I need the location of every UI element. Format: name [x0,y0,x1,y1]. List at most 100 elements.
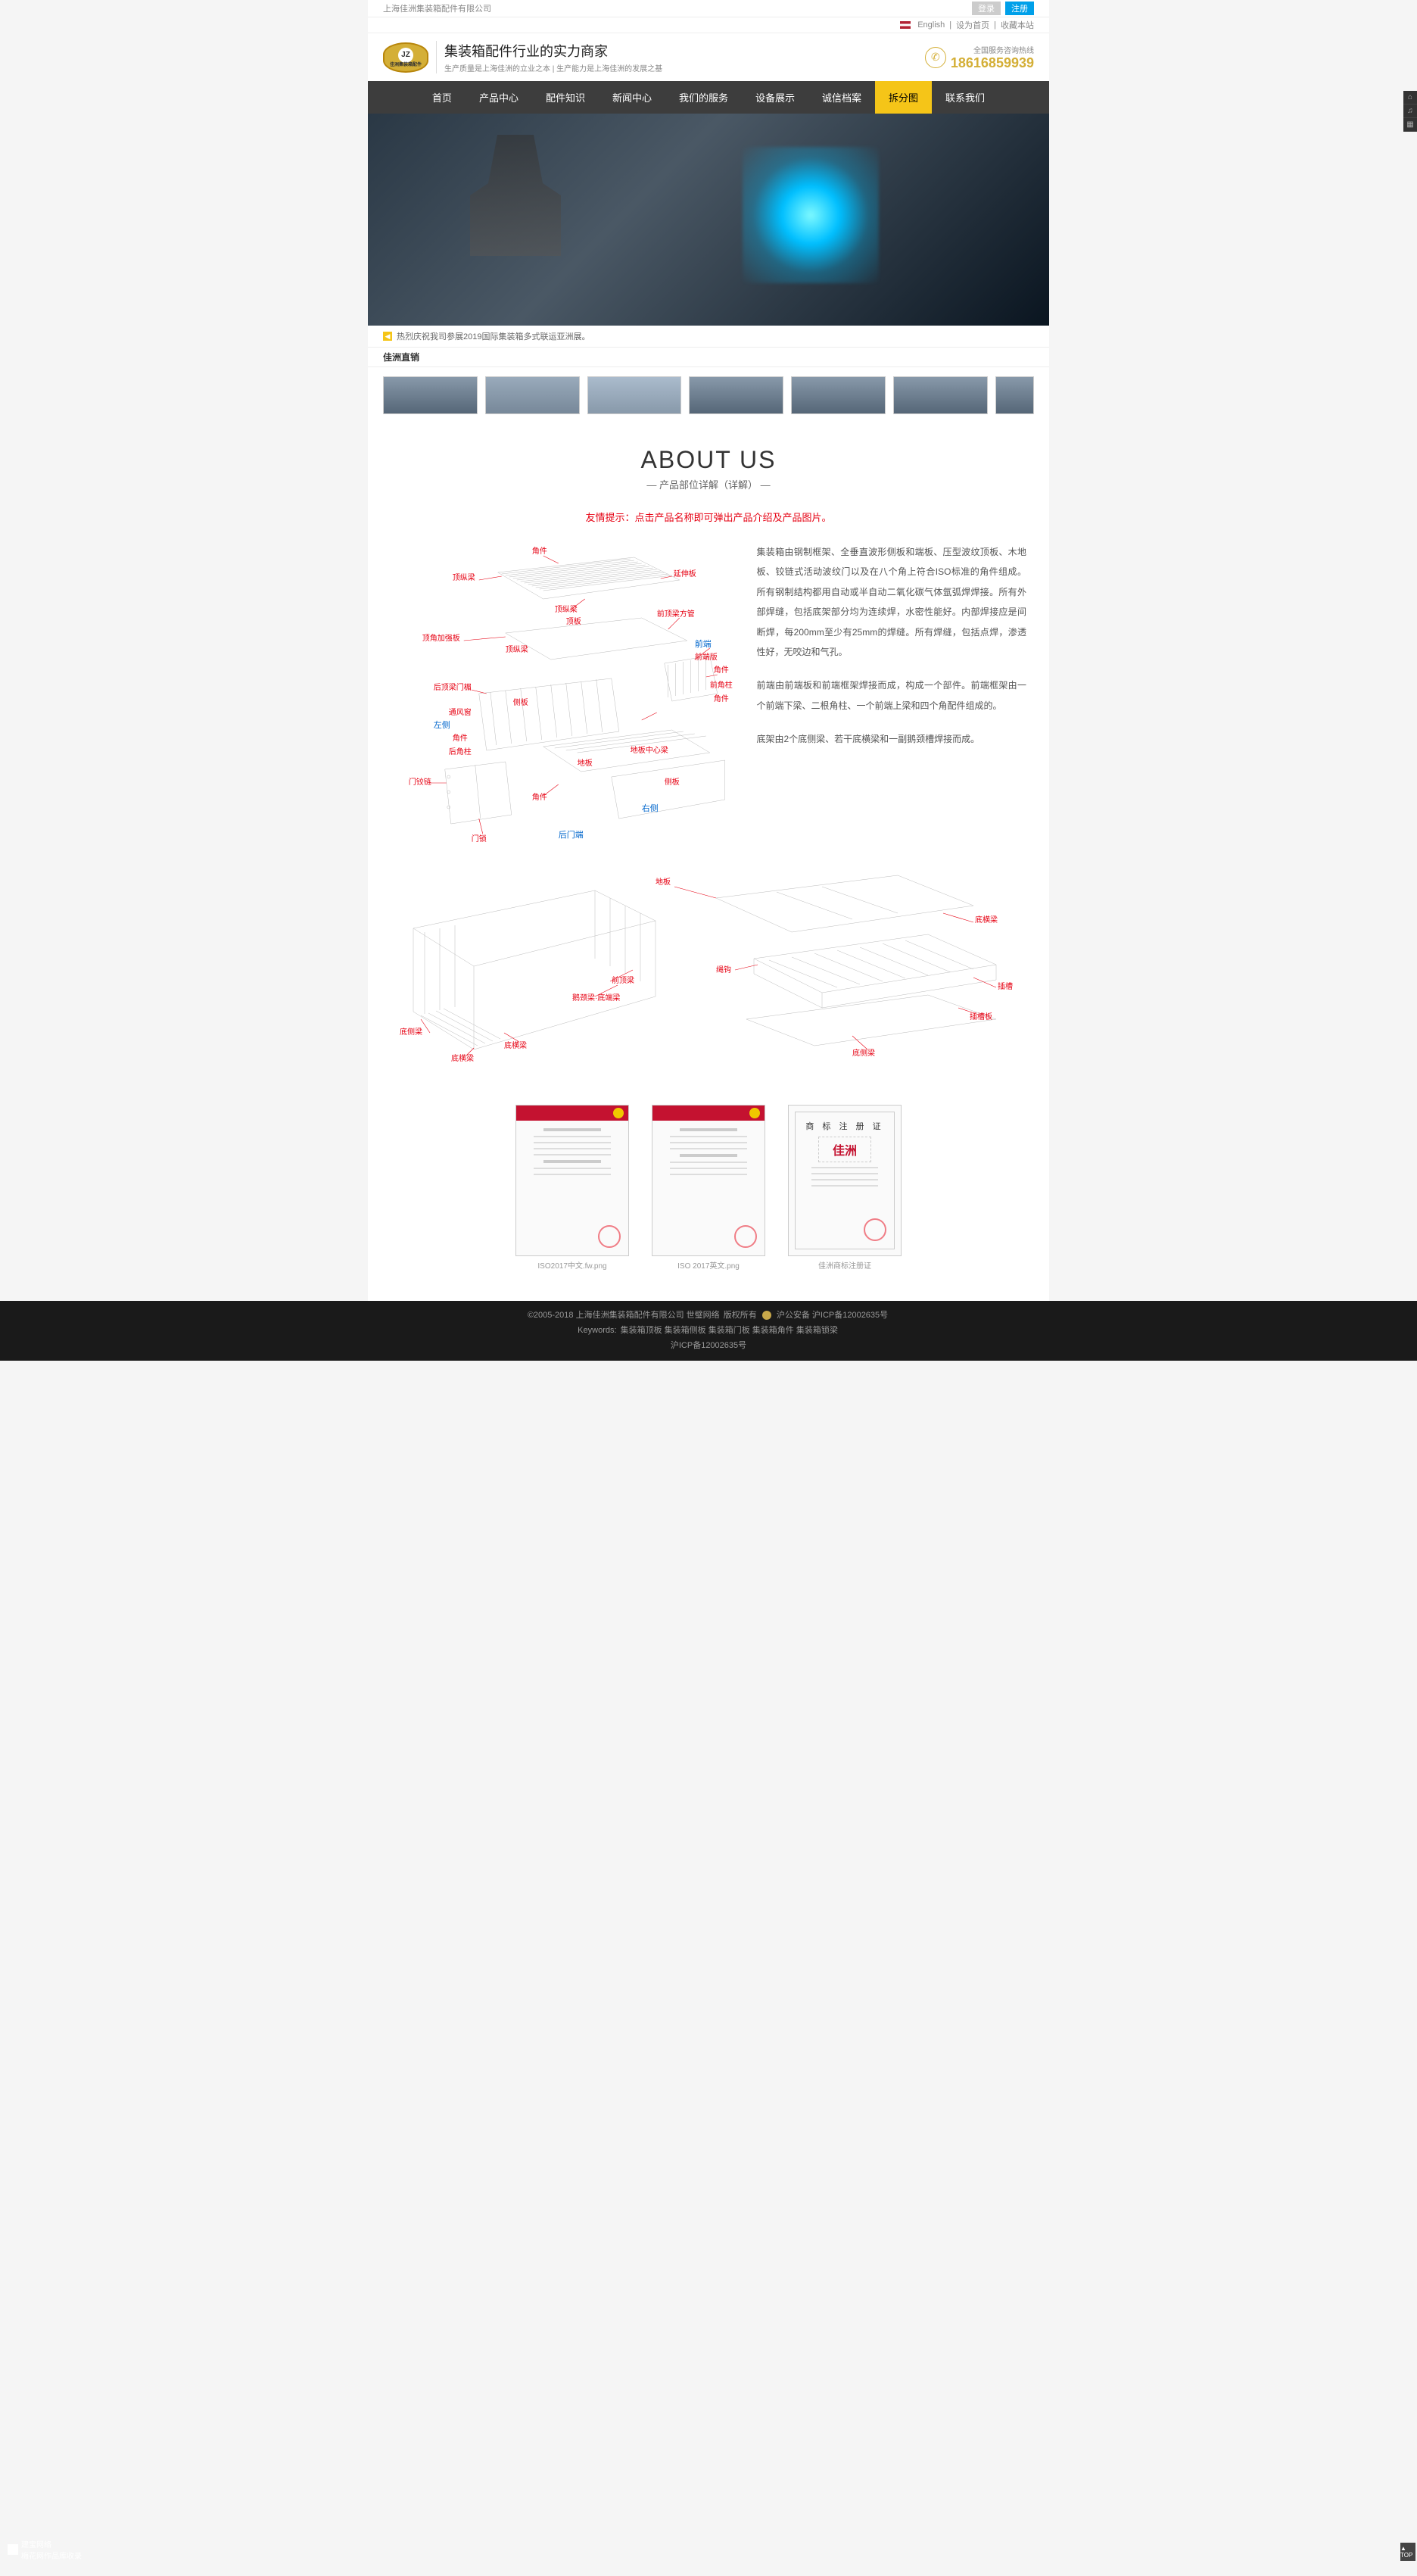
part-label[interactable]: 角件 [714,694,729,703]
hotline-label: 全国服务咨询热线 [951,44,1034,55]
certificate[interactable]: ISO 2017英文.png [652,1105,765,1271]
nav-item[interactable]: 首页 [419,81,466,114]
nav-item[interactable]: 配件知识 [532,81,599,114]
part-label[interactable]: 后角柱 [449,747,472,756]
thumbnail[interactable] [485,376,580,414]
nav-item[interactable]: 我们的服务 [665,81,742,114]
part-label[interactable]: 前顶梁方管 [657,609,695,619]
sethome-link[interactable]: 设为首页 [956,19,989,31]
nav-item[interactable]: 拆分图 [875,81,932,114]
part-label[interactable]: 侧板 [513,697,528,707]
part-label[interactable]: 地板中心梁 [631,745,668,755]
nav-item[interactable]: 产品中心 [466,81,532,114]
part-label[interactable]: 顶角加强板 [422,633,460,643]
section-title: 佳洲直销 [368,348,1049,367]
part-label[interactable]: 底横梁 [451,1053,474,1063]
part-label[interactable]: 角件 [453,734,468,743]
stamp-icon [598,1225,621,1248]
certificates-row: ISO2017中文.fw.png ISO 2017英文.png 商 标 注 册 … [368,1090,1049,1301]
footer-icp[interactable]: 沪ICP备12002635号 [671,1341,746,1350]
part-label[interactable]: 插槽 [998,981,1013,991]
part-label[interactable]: 底侧梁 [400,1027,422,1037]
fav-link[interactable]: 收藏本站 [1001,19,1034,31]
exploded-diagram-2: 地板 底横梁 前顶梁 鹅颈梁·底端梁 绳钩 插槽 底横梁 底侧梁 底横梁 插槽板… [368,868,1049,1090]
company-name: 上海佳洲集装箱配件有限公司 [383,2,491,14]
part-label[interactable]: 顶纵梁 [506,644,528,654]
footer-link[interactable]: 沪公安备 沪ICP备12002635号 [777,1311,888,1320]
topbar: 上海佳洲集装箱配件有限公司 登录 注册 [368,0,1049,17]
nav-item[interactable]: 诚信档案 [808,81,875,114]
part-label[interactable]: 角件 [714,666,729,675]
part-label[interactable]: 顶纵梁 [555,604,578,614]
part-label[interactable]: 通风窗 [449,707,472,717]
part-label[interactable]: 底横梁 [504,1040,527,1050]
thumbnail[interactable] [689,376,783,414]
part-label[interactable]: 顶纵梁 [453,572,475,582]
hint-text: 友情提示：点击产品名称即可弹出产品介绍及产品图片。 [368,499,1049,535]
about-title: ABOUT US [368,446,1049,474]
part-label[interactable]: 角件 [532,547,547,556]
part-label[interactable]: 底横梁 [975,915,998,925]
header: JZ 佳洲集装箱配件 集装箱配件行业的实力商家 生产质量是上海佳洲的立业之本 |… [368,33,1049,81]
nav-item[interactable]: 新闻中心 [599,81,665,114]
cert-caption: ISO2017中文.fw.png [515,1259,629,1271]
hotline-number[interactable]: 18616859939 [951,55,1034,70]
topbar-row2: English | 设为首页 | 收藏本站 [368,17,1049,33]
footer: ©2005-2018 上海佳洲集装箱配件有限公司 世璧网络 版权所有 沪公安备 … [0,1301,1417,1361]
part-label[interactable]: 顶板 [566,616,581,626]
slogan-sub: 生产质量是上海佳洲的立业之本 | 生产能力是上海佳洲的发展之基 [444,62,662,73]
part-label[interactable]: 地板 [656,877,671,887]
part-label[interactable]: 地板 [578,758,593,768]
desc-p1: 集装箱由钢制框架、全垂直波形侧板和端板、压型波纹顶板、木地板、铰链式活动波纹门以… [756,542,1026,662]
part-label[interactable]: 鹅颈梁·底端梁 [572,993,620,1003]
speaker-icon: ◀ [383,332,392,341]
side-icon-qr[interactable]: ▦ [1403,118,1417,132]
thumbnail[interactable] [791,376,886,414]
thumbnail[interactable] [383,376,478,414]
part-label[interactable]: 门铰链 [409,777,431,787]
part-label[interactable]: 插槽板 [970,1012,992,1021]
seal-icon [749,1108,760,1118]
part-label[interactable]: 绳钩 [716,965,731,975]
part-label[interactable]: 前端版 [695,652,718,662]
description: 集装箱由钢制框架、全垂直波形侧板和端板、压型波纹顶板、木地板、铰链式活动波纹门以… [756,542,1026,845]
bottom-left-credit[interactable]: 建宝网络梅花网作品库收录 [8,2538,82,2561]
logo[interactable]: JZ 佳洲集装箱配件 [383,42,428,73]
part-label[interactable]: 左侧 [434,720,450,730]
desc-p2: 前端由前端板和前端框架焊接而成，构成一个部件。前端框架由一个前端下梁、二根角柱、… [756,675,1026,716]
part-label[interactable]: 前角柱 [710,680,733,690]
notice-text[interactable]: 热烈庆祝我司参展2019国际集装箱多式联运亚洲展。 [397,330,590,342]
part-label[interactable]: 底侧梁 [852,1048,875,1058]
part-label[interactable]: 门锁 [472,834,487,844]
thumbnail[interactable] [893,376,988,414]
lang-link[interactable]: English [917,20,945,30]
seal-icon [613,1108,624,1118]
side-icon-home[interactable]: ⌂ [1403,91,1417,104]
hero-banner [368,114,1049,326]
back-to-top-button[interactable]: ▲ TOP [1400,2543,1415,2561]
about-heading: ABOUT US — 产品部位详解（详解） — [368,423,1049,499]
login-button[interactable]: 登录 [972,2,1001,15]
part-label[interactable]: 前顶梁 [612,975,634,985]
thumbnail[interactable] [995,376,1034,414]
desc-p3: 底架由2个底侧梁、若干底横梁和一副鹅颈槽焊接而成。 [756,729,1026,749]
register-button[interactable]: 注册 [1005,2,1034,15]
footer-link[interactable]: 版权所有 [724,1311,757,1320]
part-label[interactable]: 角件 [532,793,547,802]
side-icon-headset[interactable]: ♫ [1403,104,1417,118]
part-label[interactable]: 延伸板 [674,569,696,579]
footer-keywords[interactable]: 集装箱顶板 集装箱侧板 集装箱门板 集装箱角件 集装箱锁梁 [621,1326,838,1335]
thumbnail[interactable] [587,376,682,414]
part-label[interactable]: 后门端 [559,829,584,840]
slogan-title: 集装箱配件行业的实力商家 [444,41,662,61]
nav-item[interactable]: 联系我们 [932,81,998,114]
part-label[interactable]: 侧板 [665,777,680,787]
part-label[interactable]: 右侧 [642,803,659,813]
part-label[interactable]: 前端 [695,638,712,649]
part-label[interactable]: 后顶梁门楣 [434,682,472,692]
nav-item[interactable]: 设备展示 [742,81,808,114]
stamp-icon [864,1218,886,1241]
certificate[interactable]: 商 标 注 册 证 佳洲 佳洲商标注册证 [788,1105,902,1271]
side-float-toolbar: ⌂ ♫ ▦ [1403,91,1417,132]
certificate[interactable]: ISO2017中文.fw.png [515,1105,629,1271]
